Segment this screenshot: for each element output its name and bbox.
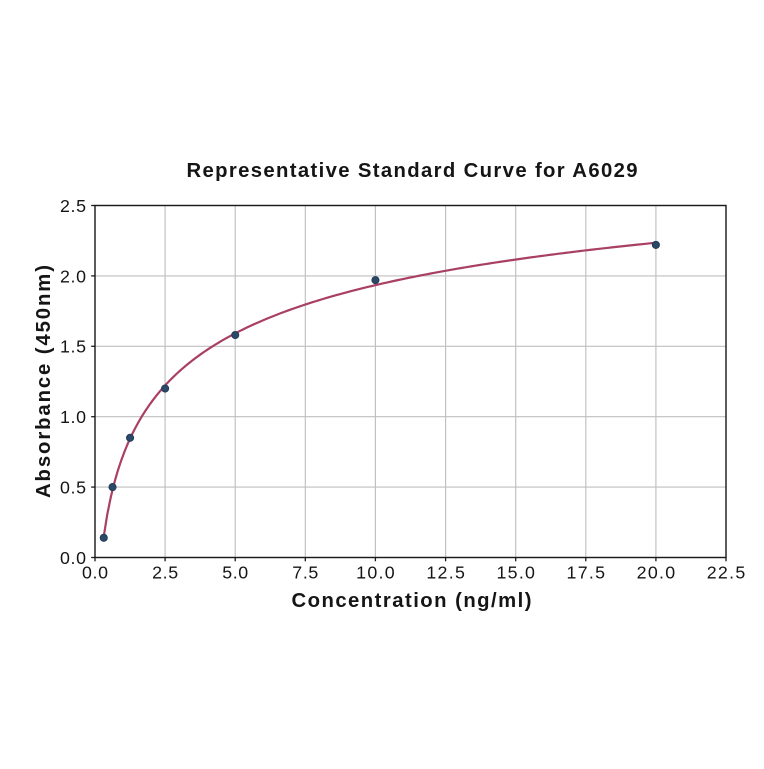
svg-text:Concentration (ng/ml): Concentration (ng/ml) [292,590,532,612]
svg-text:2.0: 2.0 [60,266,86,286]
svg-text:15.0: 15.0 [496,563,535,583]
svg-text:17.5: 17.5 [567,563,606,583]
svg-text:20.0: 20.0 [637,563,676,583]
svg-text:2.5: 2.5 [60,196,86,216]
svg-text:0.5: 0.5 [60,478,86,498]
svg-text:10.0: 10.0 [356,563,395,583]
svg-text:2.5: 2.5 [152,563,178,583]
svg-text:Absorbance (450nm): Absorbance (450nm) [33,265,55,498]
svg-text:5.0: 5.0 [222,563,248,583]
svg-text:0.0: 0.0 [82,563,108,583]
svg-text:22.5: 22.5 [707,563,746,583]
svg-text:7.5: 7.5 [292,563,318,583]
svg-text:1.0: 1.0 [60,407,86,427]
svg-text:12.5: 12.5 [426,563,465,583]
svg-text:Representative Standard Curve: Representative Standard Curve for A6029 [187,160,638,182]
svg-text:1.5: 1.5 [60,337,86,357]
svg-text:0.0: 0.0 [60,548,86,568]
